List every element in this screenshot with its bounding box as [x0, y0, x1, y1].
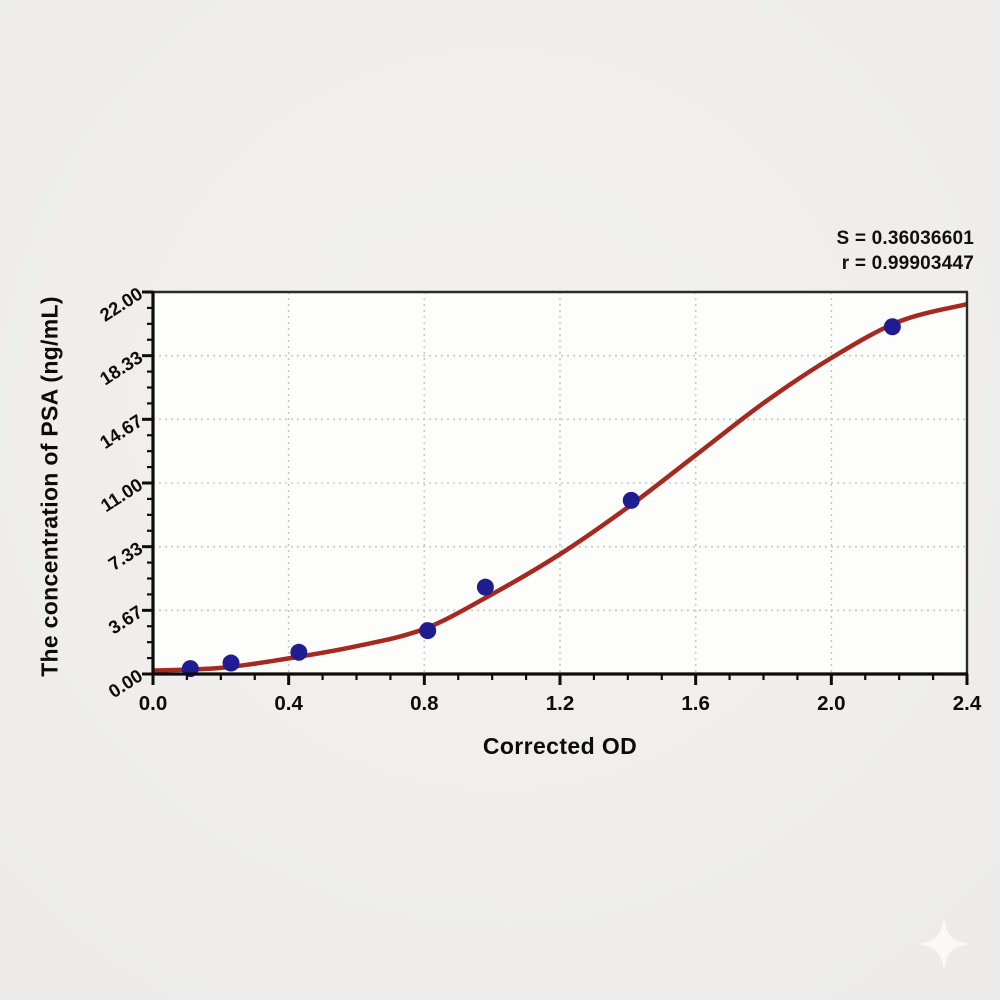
- y-tick-label: 14.67: [96, 410, 146, 453]
- fitted-curve: [153, 301, 967, 673]
- x-tick-label: 0.0: [139, 692, 168, 715]
- x-axis-title: Corrected OD: [482, 733, 638, 759]
- y-tick-label: 22.00: [96, 283, 146, 326]
- x-tick-label: 1.2: [546, 692, 575, 715]
- y-tick-label: 7.33: [105, 537, 147, 574]
- y-tick-label: 11.00: [97, 474, 146, 516]
- x-tick-label: 2.0: [817, 692, 846, 715]
- y-tick-label: 3.67: [105, 601, 147, 638]
- s-value-text: S = 0.36036601: [836, 228, 974, 249]
- data-point: [419, 622, 437, 640]
- data-point: [222, 654, 240, 672]
- x-tick-label: 2.4: [953, 692, 982, 715]
- y-tick-label: 18.33: [96, 346, 146, 389]
- data-point: [476, 578, 494, 596]
- x-tick-label: 0.8: [410, 692, 439, 715]
- r-value-text: r = 0.99903447: [841, 253, 974, 274]
- data-point: [883, 318, 901, 336]
- data-point: [290, 643, 308, 661]
- x-tick-label: 0.4: [274, 692, 303, 715]
- data-point: [622, 491, 640, 509]
- x-tick-label: 1.6: [681, 692, 710, 715]
- y-axis-title: The concentration of PSA (ng/mL): [36, 296, 63, 677]
- fit-statistics: S = 0.36036601 r = 0.99903447: [836, 226, 974, 276]
- sparkle-star-icon: [917, 917, 971, 971]
